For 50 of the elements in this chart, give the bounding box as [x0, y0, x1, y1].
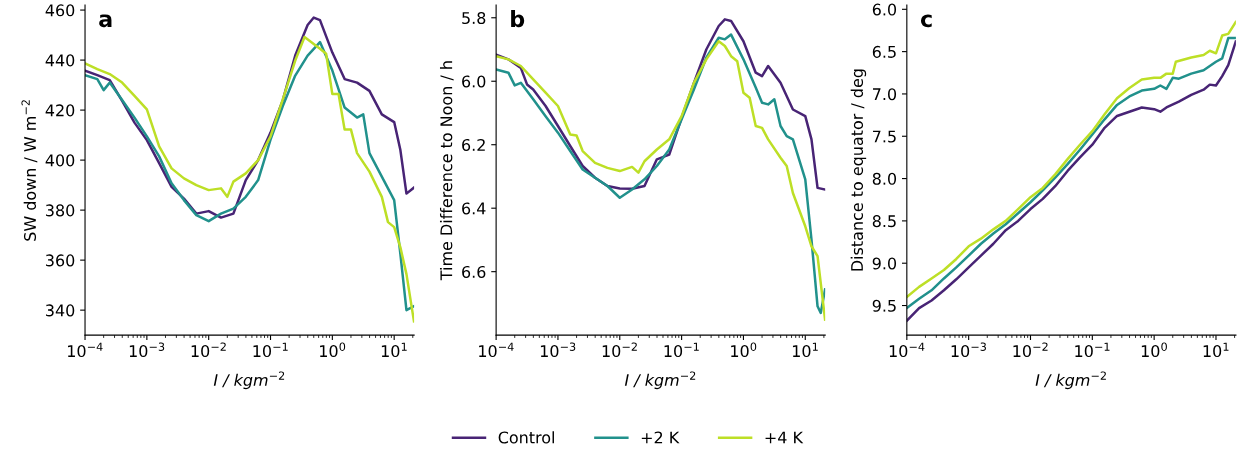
y-tick-label: 6.0 — [872, 3, 897, 16]
x-tick-label: 10$^{0}$ — [731, 342, 757, 358]
y-tick-label: 9.0 — [872, 257, 897, 270]
y-tick-label: 420 — [45, 104, 75, 117]
y-tick-label: 6.4 — [462, 202, 486, 215]
x-tick-label: 10$^{−2}$ — [191, 342, 226, 358]
y-axis-title: SW down / W m$^{−2}$ — [21, 100, 38, 241]
x-tick-label: 10$^{−1}$ — [253, 342, 288, 358]
x-tick-label: 10$^{−4}$ — [889, 342, 925, 358]
y-axis-title: Distance to equator / deg — [850, 69, 867, 271]
y-tick-label: 460 — [45, 4, 75, 17]
x-tick-label: 10$^{1}$ — [381, 342, 407, 358]
y-tick-label: 8.0 — [872, 172, 897, 185]
y-tick-label: 9.5 — [872, 299, 896, 312]
x-tick-label: 10$^{0}$ — [320, 342, 346, 358]
x-tick-label: 10$^{−3}$ — [129, 342, 165, 358]
x-tick-label: 10$^{−2}$ — [1013, 342, 1048, 358]
x-tick-label: 10$^{−1}$ — [1075, 342, 1110, 358]
y-tick-label: 6.6 — [462, 265, 486, 278]
y-tick-label: 7.5 — [873, 130, 896, 143]
chart-title: a — [99, 14, 112, 28]
chart-title: b — [511, 10, 525, 28]
x-tick-label: 10$^{−4}$ — [68, 342, 103, 358]
y-tick-label: 340 — [46, 304, 75, 317]
y-tick-label: 6.2 — [462, 138, 485, 152]
legend-label: Control — [498, 431, 554, 444]
y-tick-label: 380 — [46, 204, 75, 217]
x-tick-label: 10$^{1}$ — [1203, 342, 1229, 358]
x-tick-label: 10$^{0}$ — [1141, 342, 1167, 358]
x-tick-label: 10$^{−1}$ — [664, 342, 699, 358]
y-tick-label: 400 — [45, 154, 75, 167]
y-tick-label: 6.0 — [462, 75, 486, 88]
x-axis-title: I / kgm$^{−2}$ — [213, 371, 285, 390]
y-tick-label: 5.8 — [462, 11, 486, 25]
legend-label: +4 K — [765, 431, 804, 444]
chart-title: c — [920, 14, 932, 28]
x-axis-title: I / kgm$^{−2}$ — [624, 371, 696, 390]
x-axis-title: I / kgm$^{−2}$ — [1035, 371, 1106, 390]
y-tick-label: 360 — [46, 254, 75, 267]
x-tick-label: 10$^{1}$ — [792, 342, 818, 358]
x-tick-label: 10$^{−2}$ — [602, 342, 637, 358]
y-tick-label: 8.5 — [872, 215, 896, 228]
y-tick-label: 7.0 — [873, 88, 897, 101]
x-tick-label: 10$^{−3}$ — [951, 342, 986, 358]
x-tick-label: 10$^{−4}$ — [479, 342, 514, 358]
y-tick-label: 440 — [45, 54, 75, 67]
y-tick-label: 6.5 — [872, 45, 896, 58]
x-tick-label: 10$^{−3}$ — [540, 342, 576, 358]
y-axis-title: Time Difference to Noon / h — [439, 61, 454, 281]
legend-label: +2 K — [641, 431, 680, 444]
